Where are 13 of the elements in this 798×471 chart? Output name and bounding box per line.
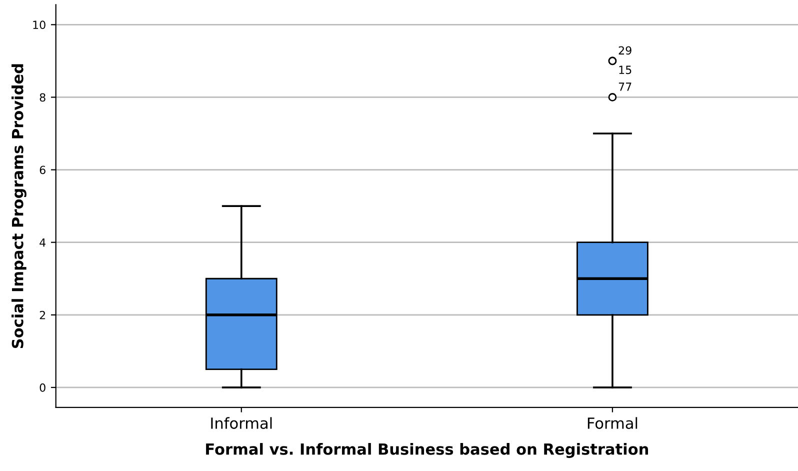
x-tick-label: Informal (211, 417, 272, 429)
y-tick-label: 0 (40, 383, 46, 392)
y-tick-label: 6 (40, 166, 46, 174)
x-axis-title: Formal vs. Informal Business based on Registration (206, 443, 648, 458)
annotation: 77 (618, 82, 632, 91)
y-tick-label: 2 (40, 310, 46, 320)
annotation: 29 (618, 46, 632, 55)
y-tick-label: 4 (40, 238, 46, 247)
y-axis-title: Social Impact Programs Provided (12, 64, 26, 348)
y-tick-label: 10 (33, 20, 46, 30)
y-tick-label: 8 (40, 93, 46, 102)
annotation: 15 (619, 66, 632, 74)
x-tick-label: Formal (588, 417, 638, 429)
